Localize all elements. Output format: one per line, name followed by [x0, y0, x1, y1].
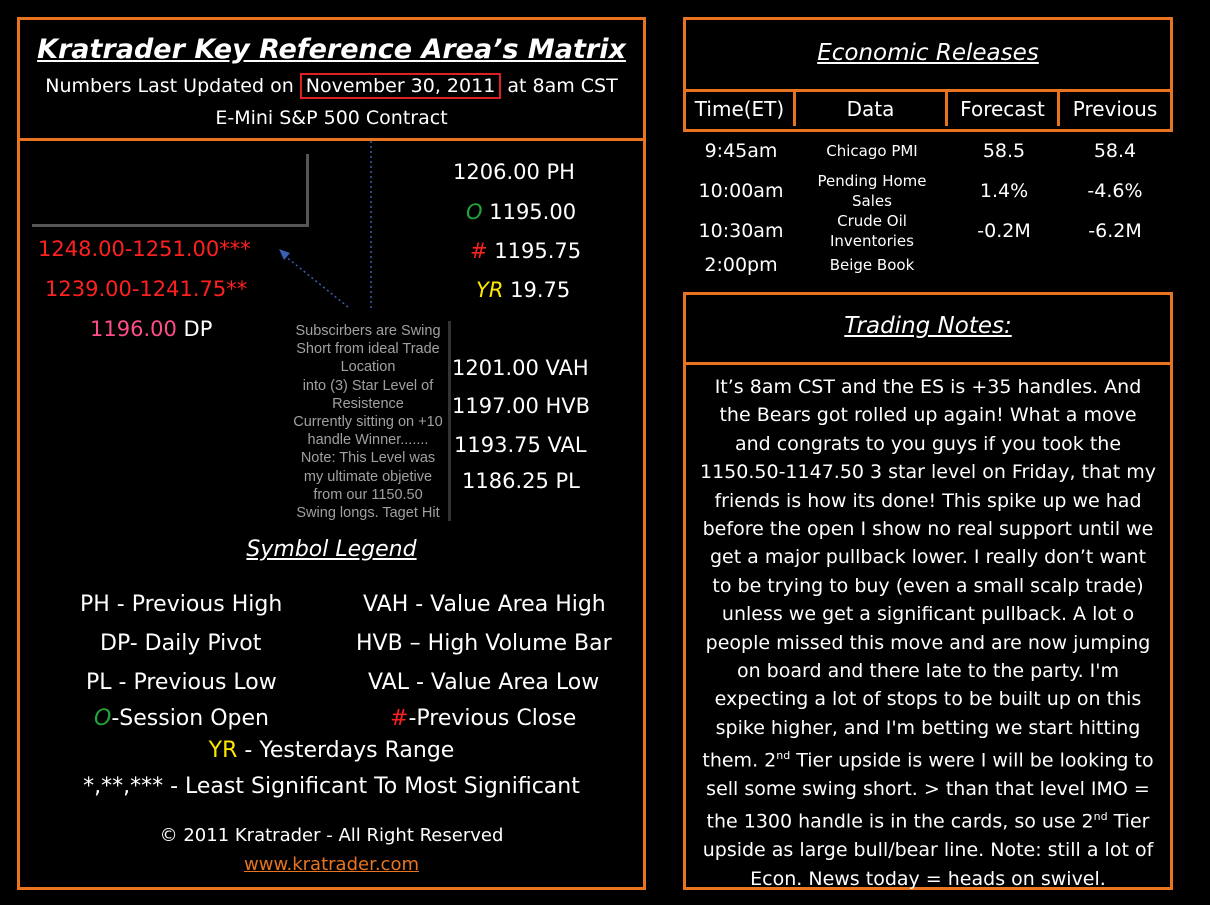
trading-notes-panel: It’s 8am CST and the ES is +35 handles. …	[683, 362, 1173, 890]
range-value: 19.75	[510, 278, 571, 302]
row-data-line: Sales	[852, 192, 892, 210]
row-data-line: Pending Home	[817, 172, 927, 190]
trading-notes-body: It’s 8am CST and the ES is +35 handles. …	[700, 373, 1156, 893]
economic-row: 10:00am Pending Home Sales 1.4% -4.6%	[683, 172, 1173, 212]
annotation-line: my ultimate objetive	[303, 468, 433, 485]
row-forecast: 58.5	[982, 140, 1026, 162]
annotation-panel	[38, 321, 451, 521]
legend-hvb: HVB – High Volume Bar	[356, 631, 612, 656]
row-time: 9:45am	[704, 140, 778, 162]
row-data-line: Beige Book	[829, 256, 915, 274]
matrix-header-panel: Kratrader Key Reference Area’s Matrix Nu…	[17, 17, 646, 141]
legend-o-symbol: O	[94, 706, 112, 731]
annotation-line: Swing longs. Taget Hit	[296, 505, 440, 522]
notes-sup-1: nd	[776, 749, 791, 763]
updated-line: Numbers Last Updated on November 30, 201…	[20, 73, 643, 99]
legend-yesterdays-range: YR - Yesterdays Range	[20, 738, 643, 763]
annotation-line: handle Winner.......	[307, 432, 429, 449]
updated-prefix: Numbers Last Updated on	[45, 75, 294, 97]
level-two-star: 1239.00-1241.75**	[45, 277, 248, 301]
range-symbol: YR	[476, 278, 504, 302]
row-data-line: Inventories	[830, 232, 914, 250]
economic-table-body: 9:45am Chicago PMI 58.5 58.4 10:00am Pending …	[683, 132, 1173, 292]
session-open-value: 1195.00	[489, 200, 577, 224]
level-previous-low: 1186.25 PL	[462, 469, 580, 493]
level-value-area-high: 1201.00 VAH	[452, 356, 589, 380]
annotation-text: Subscirbers are Swing Short from ideal Tr…	[282, 322, 454, 522]
economic-title: Economic Releases	[817, 40, 1039, 66]
notes-part-2: Tier upside is were I will be looking to…	[706, 749, 1154, 833]
level-high-volume-bar: 1197.00 HVB	[452, 394, 591, 418]
row-data-line: Crude Oil	[837, 212, 907, 230]
trading-notes-title: Trading Notes:	[844, 313, 1012, 339]
legend-vah: VAH - Value Area High	[363, 592, 606, 617]
legend-val: VAL - Value Area Low	[368, 670, 600, 695]
legend-o-text: -Session Open	[111, 706, 269, 731]
legend-previous-close: #-Previous Close	[390, 706, 576, 731]
trading-notes-title-panel: Trading Notes:	[683, 292, 1173, 365]
row-forecast: -0.2M	[977, 220, 1031, 242]
matrix-levels-panel: 1248.00-1251.00*** 1239.00-1241.75** 119…	[17, 138, 646, 890]
header-data: Data	[796, 92, 948, 126]
updated-suffix: at 8am CST	[507, 75, 618, 97]
notes-part-1: It’s 8am CST and the ES is +35 handles. …	[700, 376, 1156, 772]
dp-label: DP	[183, 317, 213, 341]
legend-yr-symbol: YR	[208, 738, 238, 763]
annotation-line: Note: This Level was	[300, 450, 436, 467]
row-time: 10:00am	[698, 180, 784, 202]
level-yesterdays-range: YR 19.75	[476, 278, 570, 302]
annotation-line: Resistence	[332, 395, 404, 412]
dp-value: 1196.00	[90, 317, 177, 341]
row-previous: 58.4	[1093, 140, 1137, 162]
chart-edge-decoration	[32, 154, 309, 227]
row-forecast: 1.4%	[979, 180, 1029, 202]
level-previous-close: # 1195.75	[470, 239, 581, 263]
header-time: Time(ET)	[686, 92, 796, 126]
level-previous-high: 1206.00 PH	[453, 160, 575, 184]
economic-row: 10:30am Crude Oil Inventories -0.2M -6.2M	[683, 212, 1173, 252]
level-session-open: O 1195.00	[466, 200, 576, 224]
legend-yr-text: - Yesterdays Range	[237, 738, 455, 763]
legend-session-open: O-Session Open	[94, 706, 269, 731]
row-time: 2:00pm	[704, 254, 778, 276]
legend-dp: DP- Daily Pivot	[100, 631, 262, 656]
updated-date: November 30, 2011	[299, 73, 502, 99]
annotation-line: Location	[340, 359, 396, 376]
previous-close-symbol: #	[470, 239, 488, 263]
notes-part-3: Tier upside as large bull/bear line. Not…	[702, 810, 1154, 890]
annotation-line: Short from ideal Trade	[296, 341, 440, 358]
economic-row: 9:45am Chicago PMI 58.5 58.4	[683, 140, 1173, 164]
legend-hash-text: -Previous Close	[408, 706, 577, 731]
annotation-line: Subscirbers are Swing	[295, 323, 441, 339]
annotation-line: from our 1150.50	[313, 486, 423, 503]
level-daily-pivot: 1196.00 DP	[90, 317, 212, 341]
header-forecast: Forecast	[948, 92, 1060, 126]
economic-title-panel: Economic Releases	[683, 17, 1173, 92]
copyright: © 2011 Kratrader - All Right Reserved	[159, 825, 504, 846]
notes-sup-2: nd	[1093, 810, 1108, 824]
level-three-star: 1248.00-1251.00***	[38, 237, 251, 261]
economic-table-header: Time(ET) Data Forecast Previous	[683, 89, 1173, 132]
legend-hash-symbol: #	[390, 706, 409, 731]
annotation-line: into (3) Star Level of	[302, 377, 434, 394]
previous-close-value: 1195.75	[494, 239, 582, 263]
session-open-symbol: O	[466, 200, 483, 224]
row-data-line: Chicago PMI	[826, 142, 918, 160]
row-previous: -6.2M	[1088, 220, 1142, 242]
contract-name: E-Mini S&P 500 Contract	[215, 107, 448, 129]
row-time: 10:30am	[698, 220, 784, 242]
level-value-area-low: 1193.75 VAL	[454, 433, 587, 457]
header-previous: Previous	[1072, 97, 1158, 121]
row-previous: -4.6%	[1087, 180, 1143, 202]
legend-title: Symbol Legend	[246, 537, 417, 562]
matrix-title: Kratrader Key Reference Area’s Matrix	[37, 34, 626, 65]
economic-row: 2:00pm Beige Book	[683, 254, 1173, 278]
annotation-line: Currently sitting on +10	[293, 414, 443, 431]
legend-stars: *,**,*** - Least Significant To Most Sig…	[83, 774, 580, 799]
legend-pl: PL - Previous Low	[86, 670, 277, 695]
site-link[interactable]: www.kratrader.com	[244, 854, 419, 875]
annotation-arrows	[279, 141, 372, 308]
legend-ph: PH - Previous High	[80, 592, 283, 617]
